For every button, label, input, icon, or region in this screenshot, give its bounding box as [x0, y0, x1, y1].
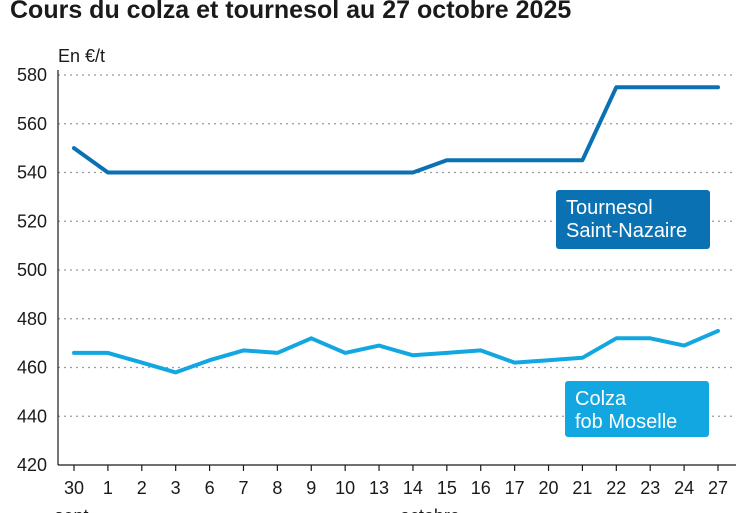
y-tick-label: 560 [17, 114, 47, 134]
x-tick-labels: 30 1 2 3 6 7 8 9 10 13 14 15 16 17 20 21 22 23 24 27 [64, 478, 728, 498]
x-tick-label: 3 [171, 478, 181, 498]
series-label-text: Saint-Nazaire [566, 220, 687, 242]
y-tick-label: 460 [17, 358, 47, 378]
x-tick-label: 15 [437, 478, 457, 498]
month-labels: sept. octobre [54, 506, 459, 513]
series-label-text: Tournesol [566, 197, 653, 219]
x-tick-label: 10 [335, 478, 355, 498]
x-tick-label: 16 [471, 478, 491, 498]
y-tick-label: 540 [17, 163, 47, 183]
y-axis-unit-label: En €/t [58, 46, 106, 66]
x-tick-label: 30 [64, 478, 84, 498]
x-tick-label: 20 [539, 478, 559, 498]
series-line-tournesol [72, 85, 720, 175]
x-tick-label: 7 [238, 478, 248, 498]
series-lines [72, 85, 720, 375]
x-tick-label: 22 [606, 478, 626, 498]
y-tick-label: 480 [17, 309, 47, 329]
series-label-text: fob Moselle [575, 411, 677, 433]
y-tick-labels: 420 440 460 480 500 520 540 560 580 [17, 65, 47, 475]
series-label-text: Colza [575, 388, 627, 410]
series-line-colza [72, 328, 720, 375]
y-tick-label: 420 [17, 455, 47, 475]
series-label-box [565, 381, 709, 437]
x-tick-label: 13 [369, 478, 389, 498]
y-tick-label: 520 [17, 211, 47, 231]
series-label-box [556, 190, 710, 249]
x-tick-label: 1 [103, 478, 113, 498]
month-label: octobre [400, 506, 460, 513]
x-tick-label: 6 [205, 478, 215, 498]
month-label: sept. [54, 506, 93, 513]
axes [57, 70, 736, 471]
chart-title: Cours du colza et tournesol au 27 octobr… [10, 0, 572, 24]
x-tick-label: 23 [640, 478, 660, 498]
x-tick-label: 24 [674, 478, 694, 498]
x-tick-label: 27 [708, 478, 728, 498]
x-tick-label: 9 [306, 478, 316, 498]
x-tick-label: 17 [505, 478, 525, 498]
x-tick-label: 14 [403, 478, 423, 498]
y-tick-label: 440 [17, 406, 47, 426]
y-tick-label: 580 [17, 65, 47, 85]
x-tick-label: 2 [137, 478, 147, 498]
x-tick-label: 8 [272, 478, 282, 498]
y-tick-label: 500 [17, 260, 47, 280]
x-tick-label: 21 [572, 478, 592, 498]
